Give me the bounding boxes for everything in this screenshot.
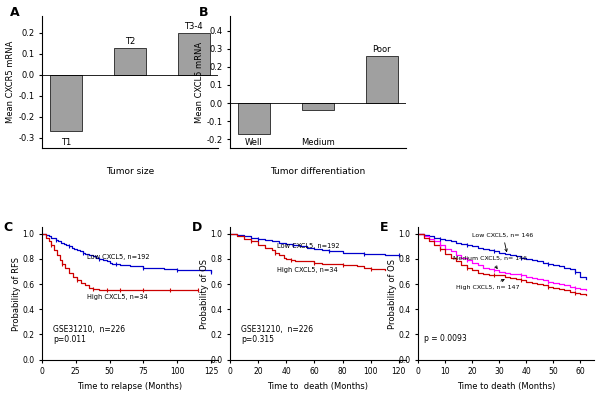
Text: Low CXCL5, n=192: Low CXCL5, n=192 [277, 243, 339, 248]
Text: High CXCL5, n= 147: High CXCL5, n= 147 [456, 280, 520, 290]
X-axis label: Tumor size: Tumor size [106, 167, 154, 176]
Text: B: B [199, 6, 208, 19]
Text: GSE31210,  n=226
p=0.315: GSE31210, n=226 p=0.315 [241, 324, 313, 344]
Y-axis label: Probability of RFS: Probability of RFS [12, 257, 21, 330]
Y-axis label: Probability of OS: Probability of OS [388, 259, 397, 328]
Text: E: E [379, 221, 388, 234]
Bar [50, 75, 82, 131]
Text: Medium: Medium [301, 138, 335, 147]
Text: Poor: Poor [373, 45, 391, 54]
X-axis label: Tumor differentiation: Tumor differentiation [271, 167, 365, 176]
Bar [238, 103, 270, 134]
Bar [178, 33, 210, 75]
Text: Low CXCL5, n= 146: Low CXCL5, n= 146 [472, 232, 533, 252]
Text: T3-4: T3-4 [185, 22, 203, 31]
Text: GSE31210,  n=226
p=0.011: GSE31210, n=226 p=0.011 [53, 324, 125, 344]
Text: C: C [4, 221, 13, 234]
Y-axis label: Probability of OS: Probability of OS [200, 259, 209, 328]
X-axis label: Time to relapse (Months): Time to relapse (Months) [77, 382, 182, 391]
X-axis label: Time to death (Months): Time to death (Months) [457, 382, 555, 391]
X-axis label: Time to  death (Months): Time to death (Months) [268, 382, 368, 391]
Text: Low CXCL5, n=192: Low CXCL5, n=192 [86, 254, 149, 260]
Text: T2: T2 [125, 36, 135, 46]
Text: p = 0.0093: p = 0.0093 [424, 334, 466, 343]
Text: Medium CXCL5, n= 146: Medium CXCL5, n= 146 [454, 256, 527, 269]
Text: High CXCL5, n=34: High CXCL5, n=34 [86, 294, 148, 300]
Text: Well: Well [245, 138, 263, 147]
Y-axis label: Mean CXCL5 mRNA: Mean CXCL5 mRNA [194, 42, 203, 123]
Y-axis label: Mean CXCR5 mRNA: Mean CXCR5 mRNA [7, 41, 16, 123]
Text: D: D [191, 221, 202, 234]
Text: A: A [10, 6, 20, 19]
Text: T1: T1 [61, 138, 71, 147]
Bar [114, 48, 146, 75]
Bar [366, 56, 398, 103]
Text: High CXCL5, n=34: High CXCL5, n=34 [277, 267, 337, 273]
Bar [302, 103, 334, 110]
